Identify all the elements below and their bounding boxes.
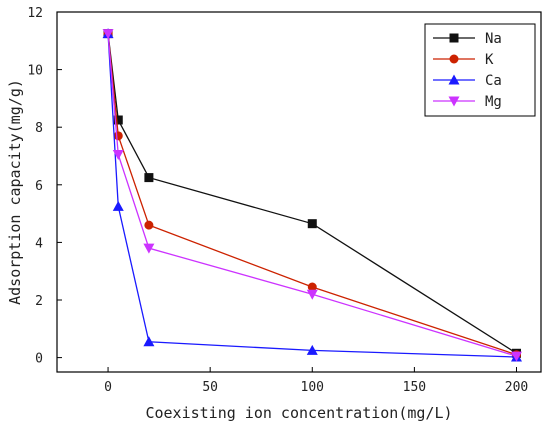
y-tick-label: 10 [27,64,43,79]
series-mg-point [143,243,155,254]
series-mg-point [306,289,318,300]
legend-label: Mg [485,94,502,110]
x-tick-label: 150 [403,380,426,395]
y-tick-label: 12 [27,6,43,21]
y-tick-label: 8 [35,121,43,136]
series-na-point [144,173,154,183]
series-mg [102,29,522,362]
legend-swatch-marker [448,74,460,85]
series-mg-point [102,29,114,40]
y-tick-label: 4 [35,236,43,251]
series-k-point [113,131,123,141]
y-tick-label: 2 [35,294,43,309]
series-k-point [307,282,317,292]
plot-frame [56,11,542,373]
series-ca-point [112,200,124,211]
series-mg-point [510,351,522,362]
series-layer [102,28,522,362]
series-ca-point [306,344,318,355]
y-tick-label: 6 [35,179,43,194]
legend-swatch-marker [449,33,459,43]
series-ca [102,28,522,362]
series-na-point [113,115,123,125]
y-tick-label: 0 [35,352,43,367]
legend-label: Na [485,31,502,47]
legend-item-k: K [433,52,494,68]
legend-label: Ca [485,73,502,89]
legend-label: K [485,52,494,68]
legend-item-na: Na [433,31,502,47]
x-axis-title: Coexisting ion concentration(mg/L) [145,404,452,422]
legend-item-ca: Ca [433,73,502,89]
legend-swatch-marker [449,54,459,64]
legend-item-mg: Mg [433,94,502,110]
x-tick-label: 100 [301,380,324,395]
series-mg-point [112,150,124,161]
y-axis-title: Adsorption capacity(mg/g) [6,79,24,305]
ticks-layer: 0 50 100 150 200 0 2 4 6 8 10 12 [27,6,528,395]
legend: Na K Ca Mg [424,23,536,117]
x-tick-label: 0 [104,380,112,395]
series-k-point [144,220,154,230]
series-na-point [307,219,317,229]
x-tick-label: 200 [505,380,528,395]
legend-swatch-marker [448,96,460,107]
series-ca-point [143,336,155,347]
x-tick-label: 50 [202,380,218,395]
